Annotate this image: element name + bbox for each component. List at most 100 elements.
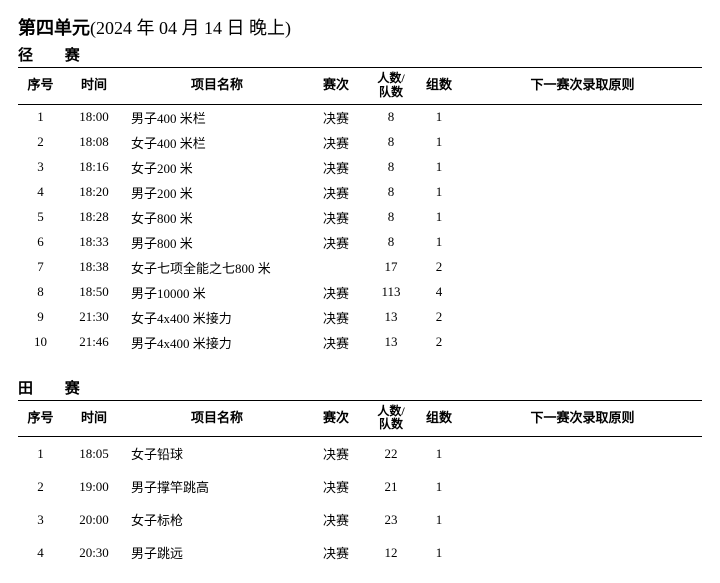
track-cell-groups: 2 xyxy=(415,255,463,280)
track-cell-event: 女子七项全能之七800 米 xyxy=(125,255,305,280)
track-cell-time: 21:30 xyxy=(63,305,125,330)
field-cell-no: 4 xyxy=(18,536,63,569)
track-cell-no: 9 xyxy=(18,305,63,330)
th-round: 赛次 xyxy=(305,68,367,105)
track-cell-people: 8 xyxy=(367,205,415,230)
th-rule: 下一赛次录取原则 xyxy=(463,400,702,437)
table-row: 1021:46男子4x400 米接力决赛132 xyxy=(18,330,702,355)
th-time: 时间 xyxy=(63,68,125,105)
track-cell-rule xyxy=(463,155,702,180)
track-cell-people: 8 xyxy=(367,155,415,180)
track-cell-time: 18:38 xyxy=(63,255,125,280)
track-cell-time: 18:33 xyxy=(63,230,125,255)
track-cell-event: 男子4x400 米接力 xyxy=(125,330,305,355)
track-cell-round: 决赛 xyxy=(305,180,367,205)
field-cell-time: 20:30 xyxy=(63,536,125,569)
table-row: 921:30女子4x400 米接力决赛132 xyxy=(18,305,702,330)
track-cell-groups: 4 xyxy=(415,280,463,305)
track-cell-no: 3 xyxy=(18,155,63,180)
track-cell-groups: 1 xyxy=(415,230,463,255)
table-row: 318:16女子200 米决赛81 xyxy=(18,155,702,180)
track-cell-event: 女子400 米栏 xyxy=(125,130,305,155)
track-cell-people: 8 xyxy=(367,180,415,205)
track-cell-rule xyxy=(463,180,702,205)
th-no: 序号 xyxy=(18,400,63,437)
field-cell-groups: 1 xyxy=(415,470,463,503)
th-people: 人数/ 队数 xyxy=(367,400,415,437)
field-cell-rule xyxy=(463,470,702,503)
track-cell-rule xyxy=(463,230,702,255)
th-people: 人数/ 队数 xyxy=(367,68,415,105)
table-header-row: 序号 时间 项目名称 赛次 人数/ 队数 组数 下一赛次录取原则 xyxy=(18,68,702,105)
th-no: 序号 xyxy=(18,68,63,105)
track-cell-rule xyxy=(463,205,702,230)
table-row: 218:08女子400 米栏决赛81 xyxy=(18,130,702,155)
field-cell-time: 18:05 xyxy=(63,437,125,471)
track-cell-people: 113 xyxy=(367,280,415,305)
track-cell-round: 决赛 xyxy=(305,155,367,180)
th-round: 赛次 xyxy=(305,400,367,437)
track-cell-event: 女子200 米 xyxy=(125,155,305,180)
track-cell-round: 决赛 xyxy=(305,205,367,230)
field-cell-round: 决赛 xyxy=(305,437,367,471)
field-cell-people: 12 xyxy=(367,536,415,569)
track-cell-groups: 1 xyxy=(415,130,463,155)
field-cell-people: 21 xyxy=(367,470,415,503)
track-cell-round: 决赛 xyxy=(305,280,367,305)
title-paren: (2024 年 04 月 14 日 晚上) xyxy=(90,18,291,38)
field-cell-event: 男子跳远 xyxy=(125,536,305,569)
track-cell-no: 6 xyxy=(18,230,63,255)
track-cell-round: 决赛 xyxy=(305,104,367,130)
track-cell-rule xyxy=(463,255,702,280)
table-row: 118:00男子400 米栏决赛81 xyxy=(18,104,702,130)
table-row: 420:30男子跳远决赛121 xyxy=(18,536,702,569)
field-cell-rule xyxy=(463,503,702,536)
track-cell-no: 7 xyxy=(18,255,63,280)
track-cell-people: 8 xyxy=(367,104,415,130)
track-cell-no: 10 xyxy=(18,330,63,355)
track-cell-groups: 1 xyxy=(415,155,463,180)
track-cell-people: 13 xyxy=(367,330,415,355)
table-row: 818:50男子10000 米决赛1134 xyxy=(18,280,702,305)
track-cell-rule xyxy=(463,104,702,130)
track-cell-no: 2 xyxy=(18,130,63,155)
th-time: 时间 xyxy=(63,400,125,437)
field-cell-time: 20:00 xyxy=(63,503,125,536)
table-row: 219:00男子撑竿跳高决赛211 xyxy=(18,470,702,503)
track-cell-event: 男子800 米 xyxy=(125,230,305,255)
track-cell-round: 决赛 xyxy=(305,230,367,255)
track-cell-rule xyxy=(463,280,702,305)
table-row: 618:33男子800 米决赛81 xyxy=(18,230,702,255)
th-groups: 组数 xyxy=(415,68,463,105)
track-cell-people: 8 xyxy=(367,130,415,155)
table-row: 518:28女子800 米决赛81 xyxy=(18,205,702,230)
field-cell-round: 决赛 xyxy=(305,536,367,569)
track-cell-event: 女子4x400 米接力 xyxy=(125,305,305,330)
page-title: 第四单元(2024 年 04 月 14 日 晚上) xyxy=(18,14,702,40)
track-cell-event: 男子200 米 xyxy=(125,180,305,205)
track-cell-round xyxy=(305,255,367,280)
track-cell-time: 18:16 xyxy=(63,155,125,180)
track-cell-groups: 1 xyxy=(415,205,463,230)
track-cell-people: 17 xyxy=(367,255,415,280)
th-event: 项目名称 xyxy=(125,68,305,105)
track-cell-event: 男子400 米栏 xyxy=(125,104,305,130)
field-section-header: 田 赛 xyxy=(18,377,702,398)
track-cell-round: 决赛 xyxy=(305,130,367,155)
th-event: 项目名称 xyxy=(125,400,305,437)
track-cell-rule xyxy=(463,305,702,330)
track-table: 序号 时间 项目名称 赛次 人数/ 队数 组数 下一赛次录取原则 118:00男… xyxy=(18,67,702,355)
th-rule: 下一赛次录取原则 xyxy=(463,68,702,105)
field-cell-no: 1 xyxy=(18,437,63,471)
field-cell-round: 决赛 xyxy=(305,503,367,536)
track-cell-groups: 1 xyxy=(415,104,463,130)
track-cell-no: 5 xyxy=(18,205,63,230)
field-cell-event: 女子铅球 xyxy=(125,437,305,471)
field-table: 序号 时间 项目名称 赛次 人数/ 队数 组数 下一赛次录取原则 118:05女… xyxy=(18,400,702,570)
table-row: 320:00女子标枪决赛231 xyxy=(18,503,702,536)
track-cell-round: 决赛 xyxy=(305,305,367,330)
table-row: 118:05女子铅球决赛221 xyxy=(18,437,702,471)
field-cell-no: 2 xyxy=(18,470,63,503)
track-cell-no: 8 xyxy=(18,280,63,305)
track-cell-no: 4 xyxy=(18,180,63,205)
